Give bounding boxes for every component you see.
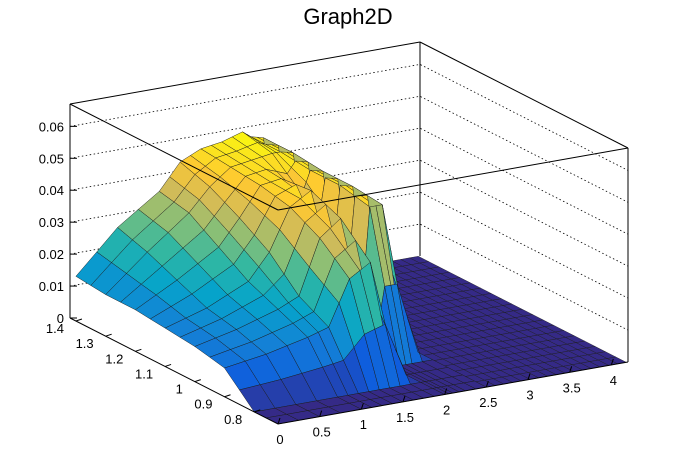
x-tick	[360, 403, 364, 410]
x-tick	[402, 395, 406, 403]
surface-mesh	[75, 131, 487, 425]
box-edge	[277, 147, 629, 211]
x-tick-label: 1	[360, 417, 367, 432]
y-tick-label: 0.9	[194, 397, 212, 412]
z-tick-label: 0.06	[39, 119, 64, 134]
x-tick-label: 3	[526, 388, 533, 403]
z-tick-label: 0.02	[39, 247, 64, 262]
y-tick-label: 1.4	[46, 321, 64, 336]
y-tick-label: 1.2	[105, 351, 123, 366]
y-tick-label: 1.3	[76, 336, 94, 351]
y-tick	[194, 379, 201, 383]
x-tick	[569, 366, 573, 373]
bounding-box	[69, 41, 629, 425]
y-tick-label: 0.8	[224, 412, 242, 427]
y-tick	[105, 333, 112, 337]
box-edge	[69, 41, 421, 105]
y-tick-label: 1	[176, 382, 183, 397]
x-tick	[444, 388, 448, 395]
z-tick-label: 0	[57, 311, 64, 326]
x-tick-label: 0.5	[313, 425, 331, 440]
box-edge	[69, 103, 279, 211]
y-tick	[164, 363, 172, 367]
y-tick-label: 1.1	[135, 366, 153, 381]
y-tick	[135, 348, 142, 352]
y-tick	[224, 394, 231, 398]
x-tick	[527, 373, 531, 380]
box-edge	[419, 41, 629, 149]
z-tick-label: 0.03	[39, 215, 64, 230]
x-tick	[485, 380, 489, 388]
z-tick-label: 0.05	[39, 151, 64, 166]
gridline-z	[69, 63, 629, 171]
x-tick	[610, 358, 614, 366]
x-tick	[319, 410, 323, 417]
y-tick	[254, 409, 261, 413]
axes: 0 0.01 0.02 0.03 0.04 0.05 0.06 0.8 0.9 1 1.1 1.2 1.…	[39, 119, 617, 447]
x-tick-label: 2	[443, 402, 450, 417]
chart-title: Graph2D	[303, 4, 392, 29]
x-tick	[277, 417, 281, 425]
x-tick-label: 1.5	[396, 410, 414, 425]
z-tick-label: 0.04	[39, 183, 64, 198]
z-tick-label: 0.01	[39, 279, 64, 294]
x-tick-label: 0	[276, 432, 283, 447]
x-tick-label: 3.5	[563, 380, 581, 395]
y-tick	[75, 318, 83, 322]
x-tick-label: 4	[610, 373, 617, 388]
x-tick-label: 2.5	[479, 395, 497, 410]
